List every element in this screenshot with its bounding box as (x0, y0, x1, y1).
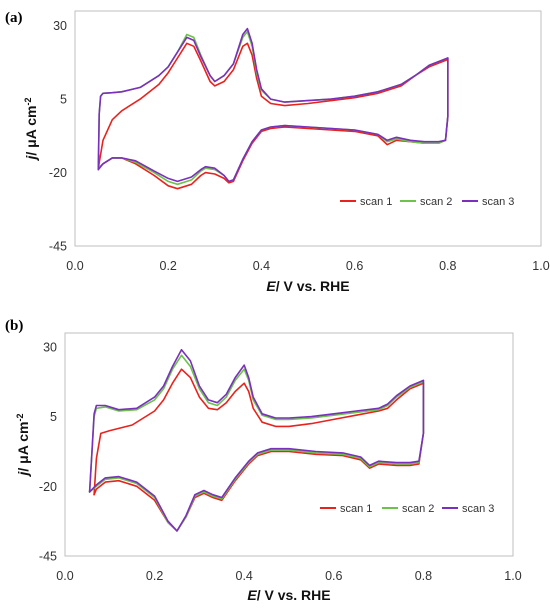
y-tick-label: 5 (60, 93, 67, 107)
series-line-scan-3-anodic (97, 27, 449, 171)
x-tick-label: 0.2 (160, 259, 177, 273)
series-line-scan-2-anodic (88, 354, 425, 493)
y-tick-label: 30 (43, 340, 57, 354)
x-axis-title: E/ V vs. RHE (266, 278, 349, 294)
y-tick-label: -20 (49, 166, 67, 180)
series-line-scan-3-cathodic (88, 379, 425, 532)
panel-label: (b) (5, 318, 23, 334)
x-tick-label: 0.4 (253, 259, 270, 273)
y-tick-label: 5 (50, 410, 57, 424)
legend: scan 1 scan 2 scan 3 (320, 503, 494, 515)
x-tick-label: 0.0 (56, 569, 73, 583)
series-line-scan-3-cathodic (97, 57, 449, 183)
plot-frame (64, 332, 514, 557)
legend-label-scan-3: scan 3 (462, 503, 494, 515)
y-tick-label: 30 (53, 19, 67, 33)
y-axis-title: j/ μA cm-2 (15, 414, 31, 478)
x-tick-label: 0.8 (439, 259, 456, 273)
y-tick-label: -45 (39, 550, 57, 564)
y-tick-label: -45 (49, 240, 67, 254)
x-tick-label: 0.6 (346, 259, 363, 273)
x-tick-label: 1.0 (504, 569, 521, 583)
legend-label-scan-2: scan 2 (420, 196, 452, 208)
series-line-scan-3-anodic (88, 348, 425, 493)
panel-label: (a) (5, 10, 23, 26)
series-line-scan-1-cathodic (93, 382, 425, 532)
legend-label-scan-1: scan 1 (360, 196, 392, 208)
series-line-scan-2-cathodic (88, 380, 425, 532)
legend: scan 1 scan 2 scan 3 (340, 196, 514, 208)
legend-label-scan-1: scan 1 (340, 503, 372, 515)
x-axis-title: E/ V vs. RHE (247, 587, 330, 603)
chart-panel-2: (b) 30 5 -20 -45 0.0 0.2 0.4 0.6 0.8 1.0 E/ V vs. R… (5, 318, 522, 603)
x-tick-label: 0.0 (66, 259, 83, 273)
x-tick-label: 0.2 (146, 569, 163, 583)
series-line-scan-2-cathodic (97, 57, 449, 186)
plot-frame (74, 10, 542, 247)
x-tick-label: 1.0 (532, 259, 549, 273)
legend-label-scan-2: scan 2 (402, 503, 434, 515)
x-tick-label: 0.6 (325, 569, 342, 583)
chart-panel-1: (a) 30 5 -20 -45 0.0 0.2 0.4 0.6 0.8 1.0 E/ V vs. R… (5, 10, 550, 294)
y-axis-title: j/ μA cm-2 (23, 98, 39, 162)
series-line-scan-1-anodic (93, 368, 425, 496)
series-line-scan-1-anodic (97, 42, 449, 169)
x-tick-label: 0.8 (415, 569, 432, 583)
x-tick-label: 0.4 (236, 569, 253, 583)
y-tick-label: -20 (39, 480, 57, 494)
legend-label-scan-3: scan 3 (482, 196, 514, 208)
